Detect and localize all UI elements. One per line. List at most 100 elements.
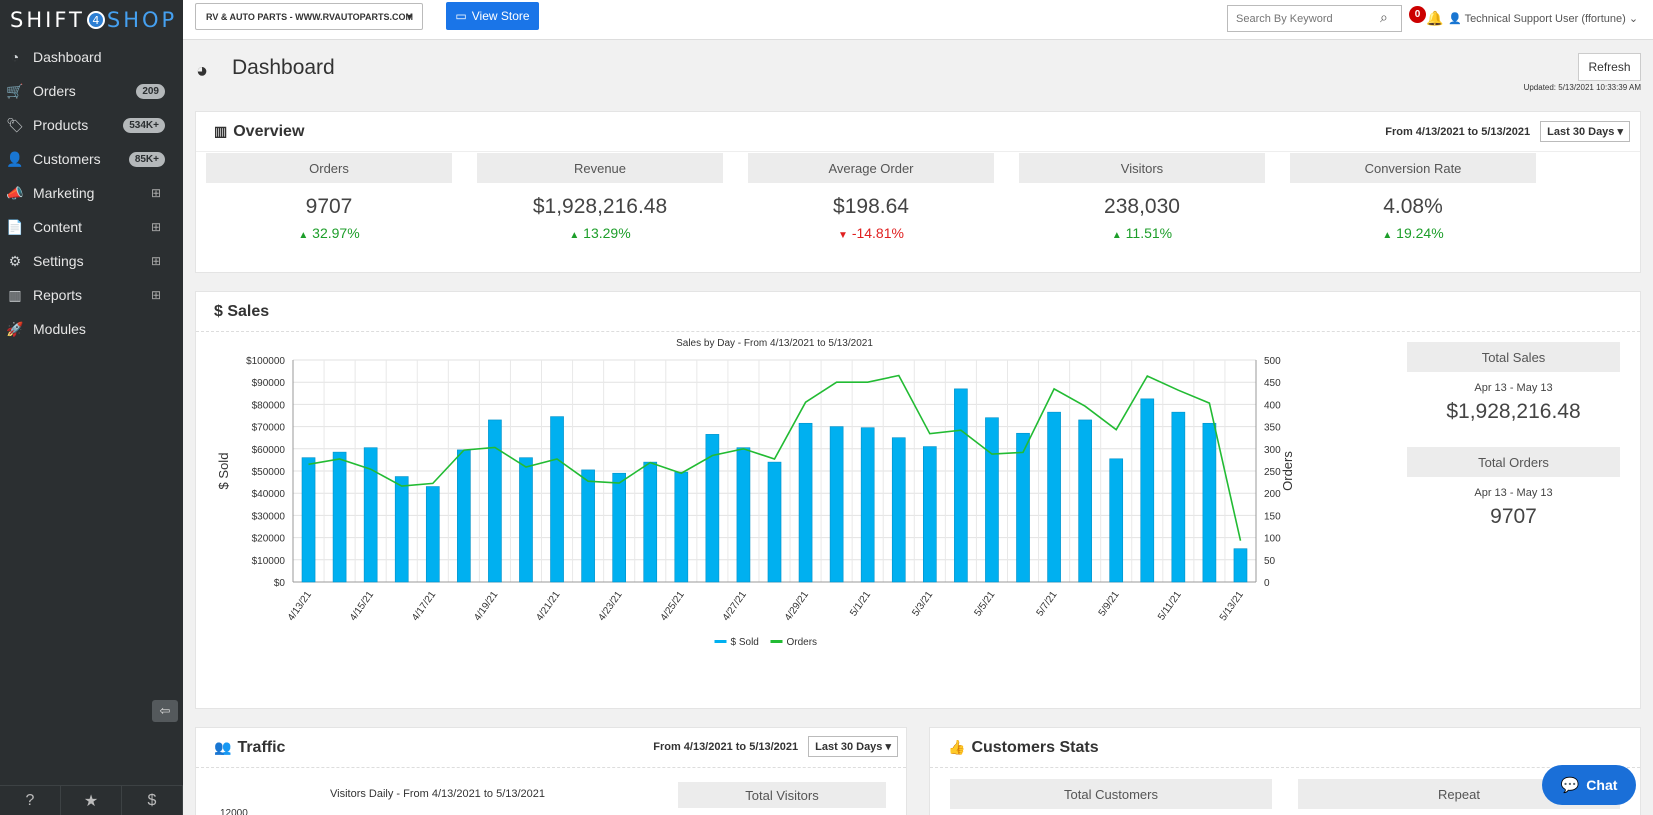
bar-sold — [705, 434, 720, 583]
x-tick-label: 5/1/21 — [848, 589, 873, 618]
y-tick-label: $60000 — [252, 445, 286, 456]
stat-change-value: 19.24% — [1396, 225, 1444, 241]
y-tick-label: $0 — [274, 578, 286, 589]
x-tick-label: 4/21/21 — [534, 589, 562, 623]
expand-icon[interactable]: ⊞ — [150, 254, 161, 268]
search-input[interactable] — [1227, 5, 1402, 32]
chevron-down-icon: ⌄ — [1628, 13, 1639, 25]
y-tick-label: $30000 — [252, 511, 286, 522]
sidebar-item-label: Reports — [33, 287, 83, 303]
x-tick-label: 4/15/21 — [348, 589, 376, 623]
chat-bubble-icon: 💬 — [1560, 777, 1580, 794]
gears-icon: ⚙ — [8, 252, 22, 269]
view-store-button[interactable]: ▭ View Store — [446, 2, 539, 30]
chevron-down-icon: ▼ — [405, 11, 414, 22]
x-tick-label: 4/23/21 — [596, 589, 624, 623]
y-axis-title: $ Sold — [216, 453, 231, 490]
customers-stats-panel: 👍 Customers Stats Total Customers Repeat — [929, 727, 1641, 815]
page-title: Dashboard — [232, 56, 335, 79]
sidebar-item-marketing[interactable]: 📣 Marketing ⊞ — [0, 176, 183, 210]
sidebar-item-modules[interactable]: 🚀 Modules — [0, 312, 183, 346]
thumbs-up-icon: 👍 — [948, 739, 966, 755]
bar-sold — [860, 427, 875, 583]
user-name: Technical Support User (ffortune) — [1464, 13, 1626, 25]
user-icon: 👤 — [1448, 13, 1462, 25]
bar-sold — [891, 437, 906, 583]
notification-count-badge[interactable]: 0 — [1409, 6, 1426, 23]
legend-swatch-sold — [714, 640, 727, 643]
sidebar-item-dashboard[interactable]: ◔ Dashboard — [0, 40, 183, 74]
y2-tick-label: 300 — [1264, 445, 1281, 456]
x-tick-label: 5/7/21 — [1035, 589, 1060, 618]
stat-change: ▲ 32.97% — [206, 225, 452, 241]
sidebar-item-label: Marketing — [33, 185, 95, 201]
y-tick-label: $20000 — [252, 534, 286, 545]
star-icon[interactable]: ★ — [61, 786, 122, 815]
sidebar-item-label: Customers — [33, 151, 101, 167]
stat-card-revenue: Revenue $1,928,216.48 ▲ 13.29% — [477, 153, 723, 241]
tags-icon: 🏷 — [6, 116, 24, 133]
user-icon: 👤 — [6, 150, 24, 167]
stat-value: 9707 — [305, 195, 353, 218]
bar-sold — [767, 461, 782, 583]
dashboard-icon: ◕ — [196, 60, 209, 82]
sidebar-item-settings[interactable]: ⚙ Settings ⊞ — [0, 244, 183, 278]
expand-icon[interactable]: ⊞ — [150, 288, 161, 302]
y-tick-label: $80000 — [252, 400, 286, 411]
bar-sold — [1016, 432, 1030, 583]
sidebar-item-reports[interactable]: ▥ Reports ⊞ — [0, 278, 183, 312]
total-visitors-label: Total Visitors — [678, 782, 886, 808]
x-tick-label: 5/5/21 — [972, 589, 997, 618]
count-badge: 209 — [136, 83, 165, 99]
overview-panel: ▥ Overview From 4/13/2021 to 5/13/2021 L… — [195, 111, 1641, 273]
sidebar-item-content[interactable]: 📄 Content ⊞ — [0, 210, 183, 244]
expand-icon[interactable]: ⊞ — [150, 186, 161, 200]
bar-sold — [954, 388, 968, 583]
total-sales-label: Total Sales — [1407, 342, 1620, 372]
dollar-icon[interactable]: $ — [122, 786, 183, 815]
logo-shop: SHOP — [106, 8, 178, 32]
rocket-icon: 🚀 — [6, 320, 24, 337]
sidebar-item-label: Settings — [33, 253, 84, 269]
overview-period-select[interactable]: Last 30 Days ▾ — [1540, 121, 1630, 142]
y2-tick-label: 350 — [1264, 423, 1281, 434]
collapse-sidebar-button[interactable]: ⇦ — [152, 700, 178, 722]
help-icon[interactable]: ? — [0, 786, 61, 815]
traffic-chart-title: Visitors Daily - From 4/13/2021 to 5/13/… — [330, 788, 546, 800]
x-tick-label: 4/19/21 — [472, 589, 500, 623]
sidebar-item-products[interactable]: 🏷 Products 534K+ — [0, 108, 183, 142]
users-icon: 👥 — [214, 739, 232, 755]
arrow-down-icon: ▼ — [838, 230, 848, 241]
arrow-up-icon: ▲ — [1382, 230, 1393, 241]
logo-four: 4 — [86, 11, 105, 29]
legend-label-orders: Orders — [787, 637, 818, 648]
refresh-button[interactable]: Refresh — [1578, 53, 1641, 81]
sidebar-item-customers[interactable]: 👤 Customers 85K+ — [0, 142, 183, 176]
total-orders-range: Apr 13 - May 13 — [1474, 487, 1553, 499]
bar-sold — [363, 447, 378, 583]
store-select[interactable]: RV & AUTO PARTS - WWW.RVAUTOPARTS.COM ▼ — [195, 3, 423, 30]
stat-change: ▲ 19.24% — [1290, 225, 1536, 241]
traffic-range-text: From 4/13/2021 to 5/13/2021 — [653, 740, 799, 753]
overview-title: Overview — [233, 122, 305, 140]
sidebar-item-orders[interactable]: 🛒 Orders 209 — [0, 74, 183, 108]
legend-swatch-orders — [770, 640, 783, 643]
bar-sold — [519, 457, 533, 583]
cart-icon: 🛒 — [6, 82, 24, 99]
file-icon: 📄 — [6, 218, 24, 235]
x-tick-label: 5/11/21 — [1156, 589, 1184, 622]
logo[interactable]: SHIFT 4 SHOP — [0, 0, 183, 40]
chat-button[interactable]: 💬 Chat — [1542, 765, 1636, 805]
expand-icon[interactable]: ⊞ — [150, 220, 161, 234]
total-customers-label: Total Customers — [950, 779, 1272, 809]
total-sales-card: Total Sales Apr 13 - May 13 $1,928,216.4… — [1407, 342, 1620, 424]
traffic-period-select[interactable]: Last 30 Days ▾ — [808, 736, 898, 757]
bar-sold — [798, 422, 813, 583]
bell-icon[interactable]: 🔔 — [1426, 10, 1444, 26]
stat-change-value: -14.81% — [851, 225, 904, 241]
bar-sold — [612, 472, 627, 583]
search-icon[interactable]: ⌕ — [1380, 9, 1388, 25]
user-menu[interactable]: 👤 Technical Support User (ffortune) ⌄ — [1448, 12, 1638, 25]
sales-panel: $ Sales Sales by Day - From 4/13/2021 to… — [195, 291, 1641, 709]
y2-tick-label: 100 — [1264, 534, 1281, 545]
